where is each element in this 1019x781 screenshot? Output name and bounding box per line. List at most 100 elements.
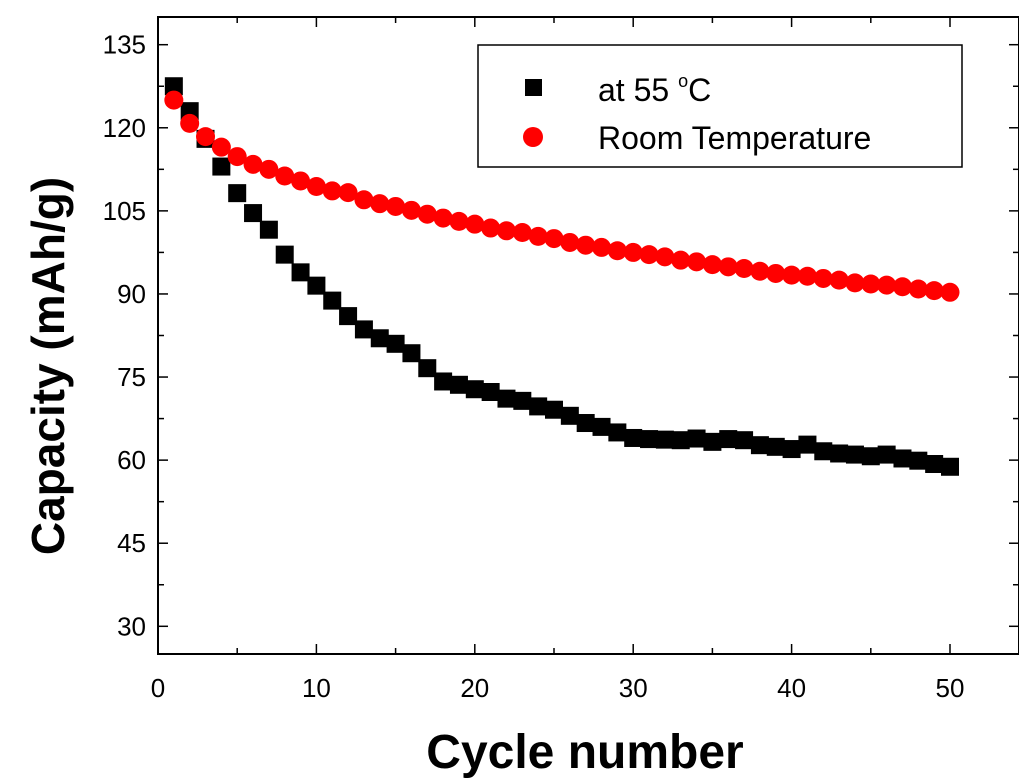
- y-tick-label: 105: [103, 196, 146, 226]
- data-point: [750, 261, 770, 281]
- data-point: [386, 196, 406, 216]
- data-point: [592, 237, 612, 257]
- data-point: [418, 359, 437, 378]
- data-point: [655, 430, 674, 449]
- y-tick-label: 75: [117, 362, 146, 392]
- data-point: [497, 389, 516, 408]
- data-point: [291, 171, 311, 191]
- data-point: [624, 428, 643, 447]
- legend-marker-square: [525, 79, 542, 96]
- data-point: [164, 90, 184, 110]
- legend-label-at-55c: at 55 oC: [598, 71, 711, 108]
- data-point: [560, 406, 579, 425]
- data-point: [766, 263, 786, 283]
- data-point: [433, 208, 453, 228]
- x-tick-label: 0: [151, 673, 165, 703]
- data-point: [386, 334, 405, 353]
- y-tick-label: 90: [117, 279, 146, 309]
- data-point: [640, 430, 659, 449]
- data-point: [909, 451, 928, 470]
- data-point: [924, 281, 944, 301]
- data-point: [339, 307, 358, 326]
- data-point: [164, 77, 183, 96]
- data-point: [702, 255, 722, 275]
- data-point: [941, 457, 959, 476]
- data-point: [259, 220, 278, 239]
- y-tick-label: 135: [103, 30, 146, 60]
- x-tick-label: 40: [777, 673, 806, 703]
- y-tick-label: 60: [117, 445, 146, 475]
- y-tick-label: 30: [117, 611, 146, 641]
- data-point: [449, 375, 468, 394]
- data-point: [718, 257, 738, 277]
- x-axis-title: Cycle number: [426, 726, 743, 779]
- data-point: [703, 432, 722, 451]
- x-tick-label: 10: [302, 673, 331, 703]
- data-point: [877, 275, 897, 295]
- data-point: [180, 113, 200, 133]
- data-point: [529, 397, 548, 416]
- data-point: [211, 137, 231, 157]
- data-point: [496, 221, 516, 241]
- data-point: [323, 291, 342, 310]
- data-point: [671, 250, 691, 270]
- x-tick-label: 50: [936, 673, 965, 703]
- data-point: [291, 263, 310, 282]
- data-point: [925, 455, 944, 474]
- legend: at 55 oC Room Temperature: [477, 44, 963, 168]
- data-point: [592, 417, 611, 436]
- data-point: [545, 400, 563, 419]
- data-point: [544, 229, 564, 249]
- data-point: [782, 440, 801, 459]
- data-point: [449, 211, 469, 231]
- data-point: [734, 258, 754, 278]
- data-point: [481, 218, 501, 238]
- data-point: [766, 437, 785, 456]
- data-point: [940, 282, 960, 302]
- data-point: [845, 273, 865, 293]
- data-point: [196, 127, 216, 147]
- data-point: [528, 226, 548, 246]
- data-point: [687, 252, 707, 272]
- data-point: [782, 265, 802, 285]
- data-point: [829, 270, 849, 290]
- data-point: [417, 204, 437, 224]
- x-tick-label: 20: [460, 673, 489, 703]
- data-point: [798, 435, 817, 454]
- data-point: [370, 329, 389, 348]
- data-point: [908, 279, 928, 299]
- data-point: [750, 436, 769, 455]
- data-point: [434, 372, 453, 391]
- data-point: [370, 194, 390, 214]
- data-point: [830, 444, 849, 463]
- data-point: [306, 176, 326, 196]
- x-tick-label: 30: [619, 673, 648, 703]
- data-point: [259, 159, 279, 179]
- data-point: [338, 183, 358, 203]
- data-point: [607, 241, 627, 261]
- data-point: [212, 157, 231, 176]
- y-tick-label: 45: [117, 528, 146, 558]
- data-point: [877, 445, 896, 464]
- data-point: [861, 447, 880, 466]
- data-point: [243, 154, 263, 174]
- data-point: [608, 423, 627, 442]
- data-point: [813, 268, 833, 288]
- data-point: [861, 274, 881, 294]
- y-tick-label: 120: [103, 113, 146, 143]
- legend-label-room-temperature: Room Temperature: [598, 120, 871, 156]
- data-point: [512, 222, 532, 242]
- y-axis-title: Capacity (mAh/g): [22, 177, 74, 555]
- data-point: [322, 181, 342, 201]
- data-point: [560, 232, 580, 252]
- data-point: [275, 245, 294, 264]
- series-at-55c: [164, 77, 959, 476]
- legend-marker-circle: [523, 127, 543, 147]
- data-point: [892, 277, 912, 297]
- y-axis-ticks: 30 45 60 75 90 105 120 135: [103, 30, 1019, 641]
- data-point: [354, 190, 374, 210]
- data-point: [307, 276, 326, 295]
- data-point: [623, 242, 643, 262]
- data-point: [797, 266, 817, 286]
